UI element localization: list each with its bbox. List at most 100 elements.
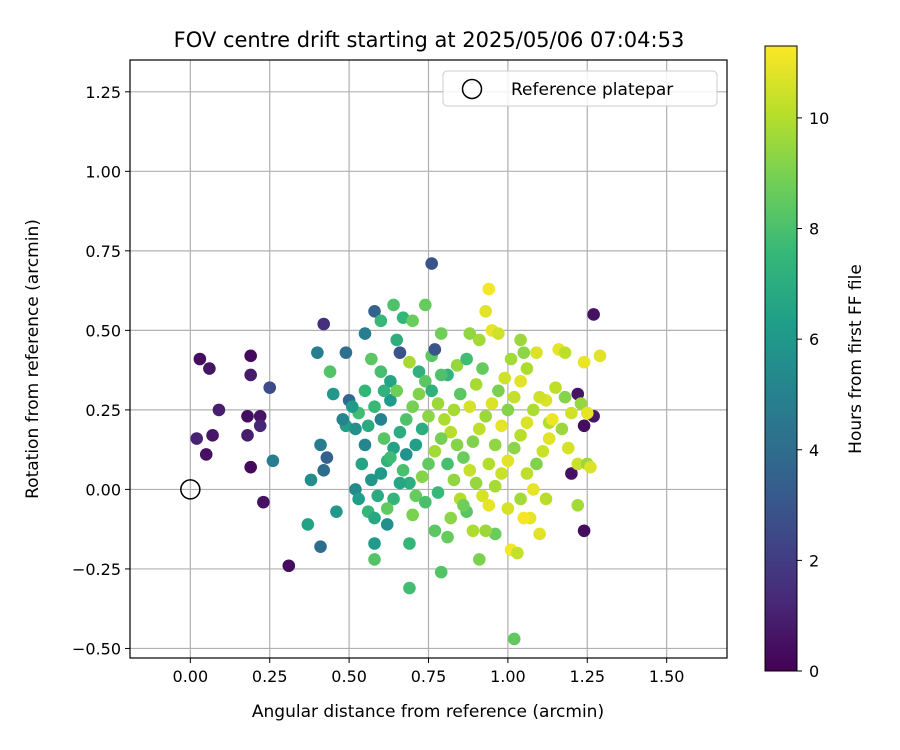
colorbar-tick-label: 0: [809, 662, 819, 681]
data-point: [520, 467, 534, 480]
colorbar: [764, 45, 798, 672]
data-point: [266, 454, 280, 468]
data-point: [441, 457, 454, 471]
data-point: [460, 352, 473, 366]
data-point: [507, 390, 521, 404]
data-point: [412, 387, 426, 401]
data-point: [349, 483, 362, 496]
data-point: [403, 537, 416, 550]
legend: Reference platepar: [442, 70, 718, 107]
data-point: [577, 419, 591, 433]
data-point: [526, 483, 540, 496]
data-point: [253, 409, 267, 423]
data-point: [488, 479, 502, 493]
data-point: [304, 473, 318, 487]
data-point: [441, 530, 454, 544]
data-point: [203, 362, 216, 375]
colorbar-label: Hours from first FF file: [846, 264, 866, 454]
data-point: [323, 365, 337, 379]
data-point: [371, 489, 384, 503]
data-point: [517, 511, 531, 525]
x-tick-label: 0.75: [411, 667, 447, 686]
data-point: [374, 314, 388, 328]
data-point: [482, 282, 496, 296]
data-point: [482, 499, 496, 512]
data-point: [358, 384, 372, 398]
data-point: [311, 346, 324, 359]
data-point: [399, 448, 413, 461]
data-point: [368, 304, 381, 318]
data-point: [384, 374, 397, 388]
data-point: [501, 454, 515, 468]
data-point: [374, 365, 388, 379]
data-point: [533, 527, 546, 541]
data-point: [501, 403, 515, 417]
data-point: [409, 489, 423, 503]
data-point: [447, 403, 461, 417]
data-point: [422, 409, 435, 423]
data-point: [317, 464, 331, 477]
data-point: [476, 362, 489, 375]
data-point: [457, 451, 470, 464]
data-point: [415, 422, 429, 436]
y-tick-label: 0.00: [85, 480, 121, 499]
data-point: [450, 359, 464, 372]
x-tick-label: 1.25: [569, 667, 605, 686]
data-point: [422, 457, 435, 471]
y-tick-label: 0.25: [85, 401, 121, 420]
data-point: [492, 327, 505, 340]
data-point: [450, 438, 464, 452]
data-point: [479, 524, 492, 538]
data-point: [495, 419, 508, 433]
data-point: [536, 444, 550, 458]
data-point: [314, 540, 327, 553]
y-tick-label: −0.25: [72, 560, 121, 579]
data-point: [542, 432, 556, 445]
data-point: [434, 565, 448, 579]
data-point: [463, 327, 477, 340]
colorbar-tick-label: 6: [809, 330, 819, 349]
reference-point-marker: [180, 479, 201, 500]
data-point: [365, 473, 378, 487]
data-point: [479, 304, 492, 318]
data-point: [444, 425, 458, 439]
data-point: [374, 467, 388, 480]
data-point: [561, 441, 575, 455]
data-point: [457, 499, 470, 512]
data-point: [565, 406, 578, 420]
data-point: [403, 476, 416, 490]
x-axis-ticks: 0.00 0.25 0.50 0.75 1.00 1.25 1.50: [173, 658, 684, 686]
data-point: [241, 409, 254, 423]
data-point: [393, 346, 407, 359]
data-point: [320, 451, 334, 464]
data-point: [463, 400, 477, 414]
data-point: [355, 457, 369, 471]
data-point: [466, 435, 480, 449]
data-point: [349, 422, 362, 436]
data-point: [358, 438, 372, 452]
legend-marker-icon: [461, 78, 483, 100]
data-point: [546, 413, 559, 426]
data-point: [482, 457, 496, 471]
data-point: [244, 368, 257, 382]
data-point: [479, 409, 492, 423]
data-point: [530, 346, 543, 359]
data-point: [368, 553, 381, 566]
data-point: [549, 381, 562, 394]
data-point: [336, 413, 350, 426]
data-point: [504, 352, 518, 366]
data-point: [577, 355, 591, 369]
data-point: [444, 511, 458, 525]
data-point: [587, 308, 600, 321]
x-tick-label: 0.50: [331, 667, 367, 686]
data-point: [507, 441, 521, 455]
data-point: [380, 518, 394, 531]
data-point: [396, 464, 410, 477]
data-point: [574, 397, 588, 410]
data-point: [199, 448, 213, 461]
data-point: [539, 492, 553, 506]
data-point: [419, 495, 432, 509]
data-point: [387, 441, 400, 455]
y-tick-label: −0.50: [72, 639, 121, 658]
data-point: [469, 476, 483, 490]
